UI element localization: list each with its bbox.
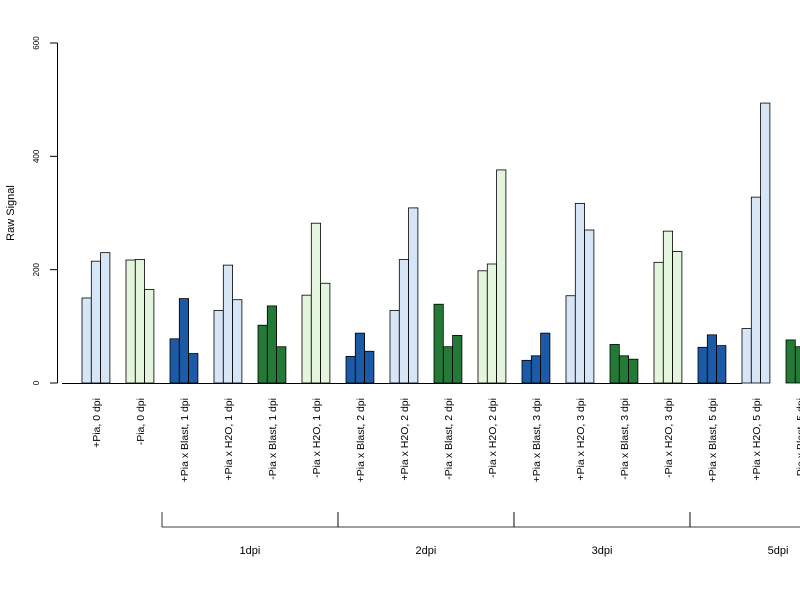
- bar: [389, 310, 400, 384]
- bar: [178, 298, 190, 384]
- group-bracket: [337, 512, 515, 528]
- group-label: 2dpi: [416, 545, 437, 557]
- bar: [521, 359, 532, 384]
- bar: [276, 346, 287, 384]
- bar: [320, 282, 331, 384]
- bar: [574, 202, 585, 384]
- bar: [628, 358, 639, 384]
- group-bracket: [689, 512, 800, 528]
- category-label: -Pia x H2O, 2 dpi: [487, 398, 499, 478]
- category-label: -Pia x Blast, 3 dpi: [619, 398, 631, 480]
- bar: [354, 332, 365, 384]
- bar: [794, 346, 800, 384]
- bar: [188, 353, 199, 384]
- bar: [134, 259, 146, 384]
- bar: [345, 355, 356, 384]
- bar: [144, 289, 155, 384]
- bar: [477, 270, 488, 384]
- bar: [785, 339, 796, 384]
- category-label: -Pia x Blast, 2 dpi: [443, 398, 455, 480]
- bar: [609, 344, 620, 384]
- bar: [169, 338, 180, 384]
- category-label: +Pia, 0 dpi: [91, 398, 103, 448]
- bar: [364, 350, 375, 384]
- bars-layer: [81, 102, 800, 384]
- group-bracket: [513, 512, 691, 528]
- category-label: -Pia x Blast, 5 dpi: [795, 398, 800, 480]
- bar: [697, 346, 708, 384]
- bar: [565, 295, 576, 384]
- bar: [257, 324, 268, 384]
- bar: [310, 222, 321, 384]
- bar: [452, 334, 463, 384]
- category-labels: +Pia, 0 dpi -Pia, 0 dpi +Pia x Blast, 1 dp…: [91, 398, 800, 482]
- bar: [301, 294, 312, 384]
- bar: [662, 230, 673, 384]
- bar: [398, 259, 409, 384]
- y-axis-title: Raw Signal: [5, 185, 17, 241]
- bar: [486, 263, 497, 384]
- bar: [760, 102, 771, 384]
- category-label: +Pia x H2O, 1 dpi: [223, 398, 235, 481]
- category-label: +Pia x Blast, 3 dpi: [531, 398, 543, 482]
- bar: [716, 345, 727, 384]
- y-tick-label: 0: [32, 380, 41, 385]
- bar: [741, 328, 752, 384]
- category-label: +Pia x Blast, 1 dpi: [179, 398, 191, 482]
- y-tick-label: 400: [32, 149, 41, 163]
- bar: [125, 259, 136, 384]
- dpi-group-brackets: 1dpi 2dpi 3dpi 5dpi: [161, 512, 800, 557]
- bar: [706, 334, 717, 384]
- bar: [530, 355, 541, 384]
- y-tick-label: 600: [32, 36, 41, 50]
- bar: [266, 305, 277, 384]
- bar: [433, 303, 444, 384]
- category-label: +Pia x Blast, 2 dpi: [355, 398, 367, 482]
- bar: [584, 229, 595, 384]
- category-label: +Pia x H2O, 5 dpi: [751, 398, 763, 481]
- bar: [213, 310, 224, 384]
- bar: [408, 207, 419, 384]
- category-label: +Pia x H2O, 2 dpi: [399, 398, 411, 481]
- bar: [672, 251, 683, 384]
- category-label: -Pia x H2O, 3 dpi: [663, 398, 675, 478]
- bar: [100, 252, 111, 384]
- bar: [90, 260, 102, 384]
- bar: [232, 299, 243, 384]
- category-label: -Pia, 0 dpi: [135, 398, 147, 445]
- category-label: -Pia x Blast, 1 dpi: [267, 398, 279, 480]
- bar: [442, 346, 453, 384]
- group-bracket: [161, 512, 339, 528]
- group-label: 3dpi: [592, 545, 613, 557]
- category-label: +Pia x Blast, 5 dpi: [707, 398, 719, 482]
- bar: [618, 355, 629, 384]
- y-tick-label: 200: [32, 262, 41, 276]
- bar: [540, 332, 551, 384]
- group-label: 5dpi: [768, 545, 789, 557]
- category-label: -Pia x H2O, 1 dpi: [311, 398, 323, 478]
- y-axis-ticks: 0 200 400 600: [32, 36, 58, 385]
- bar: [81, 297, 92, 384]
- category-label: +Pia x H2O, 3 dpi: [575, 398, 587, 481]
- group-label: 1dpi: [240, 545, 261, 557]
- bar: [750, 196, 761, 384]
- bar: [222, 264, 234, 384]
- bar: [496, 169, 507, 384]
- bar: [653, 261, 664, 384]
